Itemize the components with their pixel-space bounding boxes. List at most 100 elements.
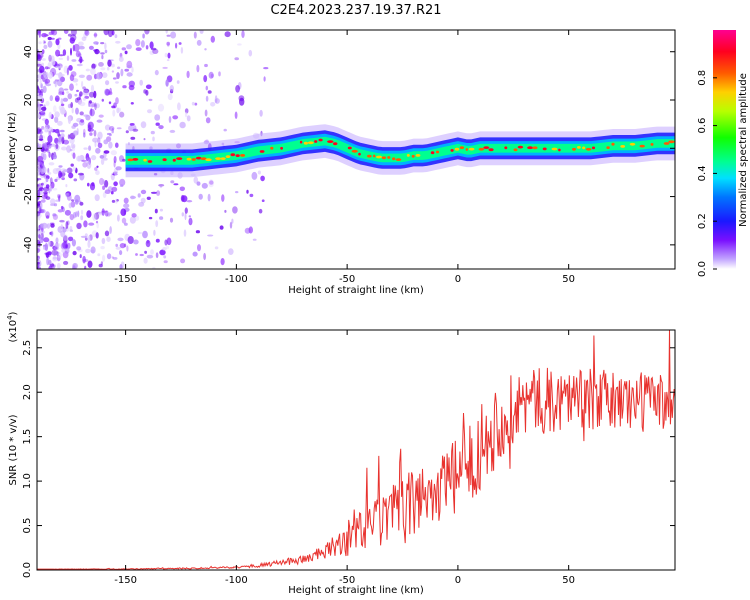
spectrogram-noise-blob — [50, 37, 55, 40]
spectrogram-noise-blob — [115, 97, 119, 105]
spectrogram-noise-blob — [56, 79, 63, 87]
ridge-hotspot — [358, 152, 361, 156]
spectrogram-noise-blob — [113, 181, 118, 187]
spectrogram-noise-blob — [84, 30, 89, 35]
spectrogram-noise-blob — [137, 193, 141, 198]
spectrogram-noise-blob — [248, 49, 253, 57]
spectrogram-noise-blob — [144, 30, 150, 35]
spectrogram-noise-blob — [122, 158, 126, 162]
spectrogram-noise-blob — [52, 168, 59, 175]
spectrogram-noise-blob — [79, 56, 83, 64]
snr-exponent-power: 4 — [6, 315, 14, 320]
spectrogram-noise-blob — [37, 263, 41, 267]
spectrogram-noise-blob — [85, 153, 90, 162]
spectrogram-noise-blob — [71, 59, 77, 62]
spectrogram-noise-blob — [124, 50, 128, 55]
spectrogram-noise-blob — [49, 177, 53, 184]
ridge-hotspot — [415, 154, 421, 157]
spectrogram-noise-blob — [128, 80, 135, 88]
ridge-hotspot — [162, 158, 167, 162]
spectrogram-noise-blob — [205, 117, 211, 124]
spectrogram-noise-blob — [119, 111, 125, 118]
spectrogram-noise-blob — [54, 178, 58, 182]
spectrogram-noise-blob — [71, 239, 76, 247]
spectrogram-noise-blob — [83, 147, 88, 150]
spectrogram-noise-blob — [260, 175, 265, 182]
snr-xtick-label: 0 — [455, 575, 461, 586]
spectrogram-noise-blob — [56, 251, 59, 257]
colorbar-tick-label: 0.8 — [697, 70, 708, 86]
spectrogram-noise-blob — [44, 243, 49, 251]
spectrogram-noise-blob — [131, 213, 137, 218]
ridge-hotspot — [381, 156, 386, 160]
spectrogram-noise-blob — [162, 247, 167, 251]
spectrogram-noise-blob — [50, 203, 56, 206]
spectrogram-noise-blob — [111, 256, 114, 259]
spectrogram-noise-blob — [130, 102, 134, 105]
spectrogram-noise-blob — [44, 142, 47, 150]
spectrogram-noise-blob — [97, 142, 103, 149]
spectrogram-noise-blob — [103, 139, 109, 145]
spectrogram-noise-blob — [186, 115, 191, 122]
spectrogram-noise-blob — [44, 66, 49, 70]
snr-frame — [36, 329, 676, 571]
spectrogram-noise-blob — [130, 136, 136, 140]
spectrogram-noise-blob — [178, 42, 182, 45]
snr-ytick-label: 0.5 — [22, 518, 33, 534]
spectrogram-noise-blob — [209, 180, 214, 185]
ridge-hotspot — [373, 154, 376, 158]
spectrogram-noise-blob — [37, 263, 40, 269]
spectrogram-noise-blob — [148, 98, 153, 102]
ridge-hotspot — [478, 147, 485, 151]
spectrogram-noise-blob — [73, 178, 78, 182]
spectrogram-noise-blob — [158, 184, 165, 187]
spectrogram-noise-blob — [257, 170, 261, 175]
spectrogram-noise-blob — [41, 49, 45, 54]
ridge-hotspot — [230, 153, 236, 157]
spectrogram-xtick-label: -150 — [114, 274, 137, 285]
spectrogram-ytick-label: -40 — [23, 237, 34, 253]
ridge-hotspot — [200, 157, 207, 161]
spectrogram-noise-blob — [172, 115, 179, 120]
spectrogram-noise-blob — [205, 95, 209, 102]
spectrogram-noise-blob — [107, 212, 112, 216]
spectrogram-noise-blob — [166, 245, 169, 250]
spectrogram-noise-blob — [158, 125, 164, 130]
spectrogram-noise-blob — [58, 165, 63, 168]
spectrogram-noise-blob — [80, 235, 87, 238]
spectrogram-noise-blob — [132, 128, 139, 132]
spectrogram-noise-blob — [82, 86, 86, 90]
spectrogram-noise-blob — [55, 73, 62, 76]
spectrogram-noise-blob — [74, 93, 78, 97]
spectrogram-noise-blob — [184, 111, 188, 118]
spectrogram-noise-blob — [39, 236, 44, 243]
spectrogram-noise-blob — [150, 249, 154, 255]
spectrogram-noise-blob — [169, 129, 176, 133]
ridge-hotspot — [551, 147, 558, 151]
spectrogram-noise-blob — [180, 258, 186, 264]
spectrogram-noise-blob — [67, 93, 73, 100]
spectrogram-noise-blob — [70, 47, 72, 56]
spectrogram-noise-blob — [65, 184, 68, 188]
spectrogram-noise-blob — [112, 257, 118, 260]
spectrogram-noise-blob — [37, 248, 40, 254]
spectrogram-noise-blob — [74, 97, 79, 103]
ridge-hotspot — [450, 149, 454, 152]
spectrogram-noise-blob — [218, 71, 221, 77]
spectrogram-noise-blob — [84, 237, 88, 241]
spectrogram-noise-blob — [105, 80, 110, 86]
colorbar-gradient — [713, 30, 736, 269]
spectrogram-noise-blob — [83, 128, 86, 135]
spectrogram-noise-blob — [111, 63, 115, 68]
spectrogram-noise-blob — [201, 182, 208, 189]
spectrogram-noise-blob — [140, 121, 147, 129]
spectrogram-noise-blob — [80, 209, 84, 215]
spectrogram-noise-blob — [101, 237, 106, 245]
spectrogram-noise-blob — [72, 122, 79, 127]
spectrogram-noise-blob — [83, 97, 86, 101]
spectrogram-noise-blob — [152, 48, 159, 55]
spectrogram-noise-blob — [46, 124, 51, 133]
spectrogram-noise-blob — [72, 212, 77, 219]
spectrogram-noise-blob — [37, 161, 43, 165]
snr-ytick-label: 1.5 — [22, 429, 33, 445]
